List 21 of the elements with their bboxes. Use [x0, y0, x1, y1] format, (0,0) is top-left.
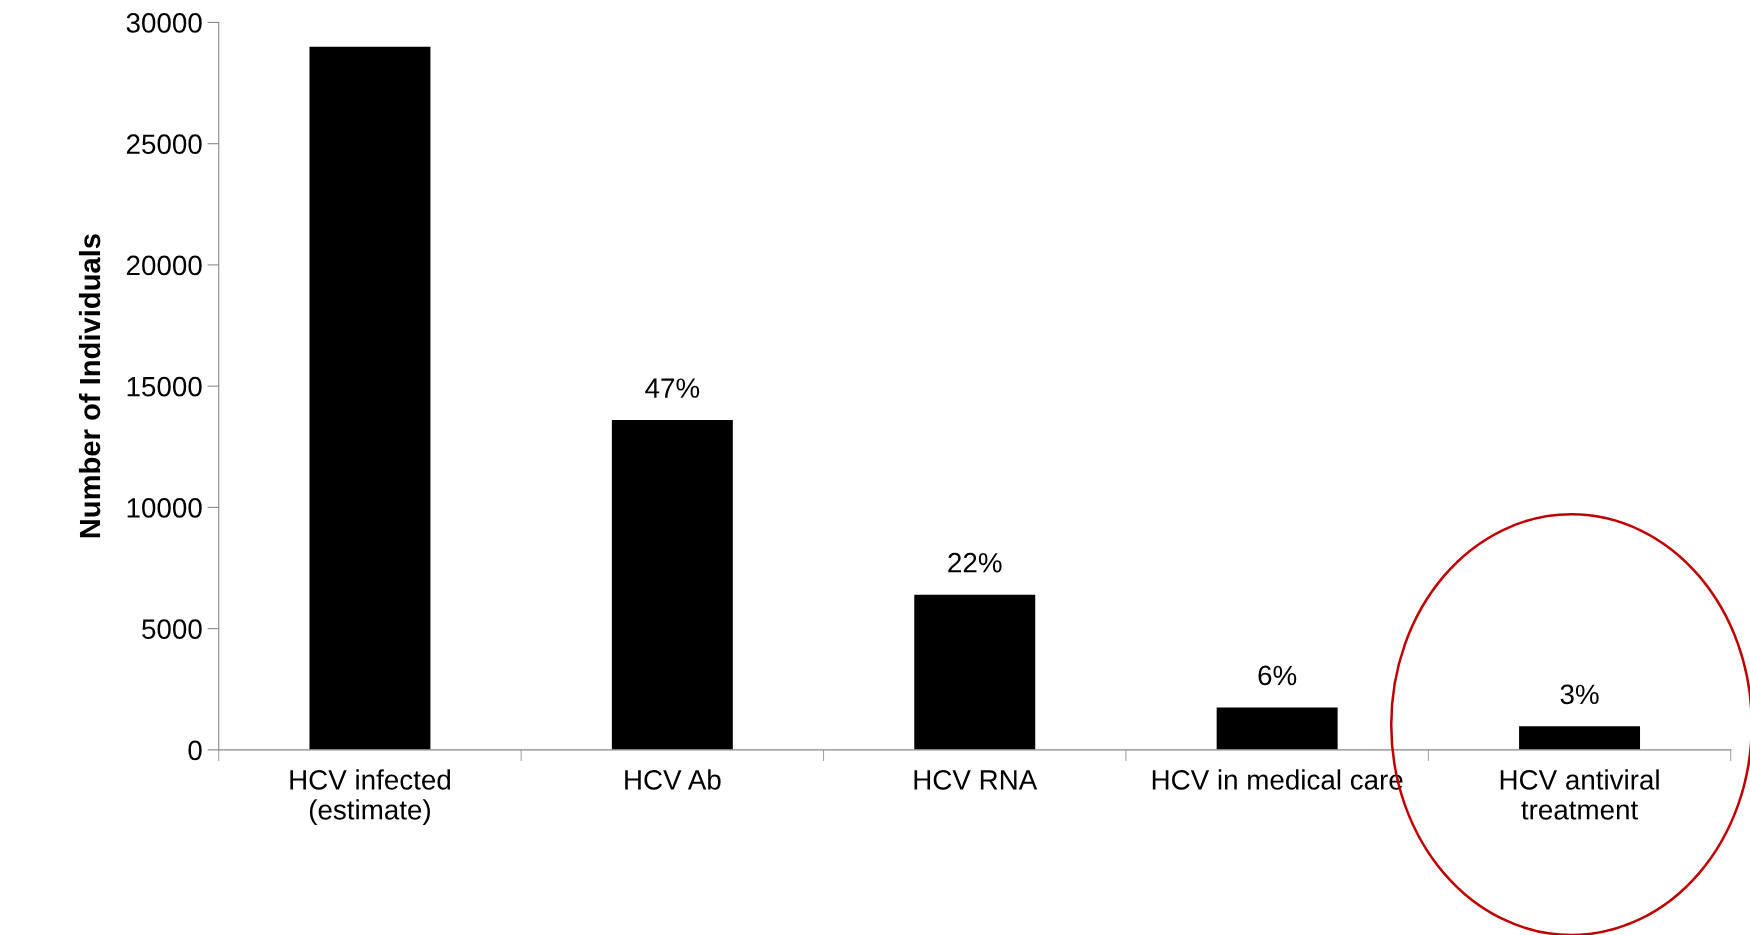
y-tick-label: 25000: [126, 134, 202, 155]
y-axis-title: Number of Individuals: [78, 234, 101, 538]
x-tick-label: HCV infected (estimate): [290, 769, 450, 826]
bar: [1216, 707, 1338, 750]
y-tick-label: 0: [188, 740, 202, 761]
annotation: 47%: [645, 378, 700, 398]
annotation: 3%: [1560, 684, 1599, 705]
bar: [1519, 726, 1641, 750]
y-tick-label: 30000: [126, 13, 202, 33]
annotation: 22%: [948, 552, 1002, 573]
y-tick-label: 15000: [127, 376, 202, 397]
y-tick-label: 10000: [127, 498, 202, 518]
y-tick-label: 20000: [126, 255, 202, 276]
y-tick-label: 5000: [142, 619, 202, 639]
bar: [611, 420, 733, 750]
x-tick-label: HCV Ab: [625, 769, 721, 790]
x-tick-label: HCV antiviral treatment: [1500, 769, 1659, 820]
bar: [914, 594, 1036, 750]
bar: [309, 46, 431, 750]
x-tick-label: HCV RNA: [914, 770, 1038, 790]
annotation: 6%: [1258, 665, 1297, 686]
